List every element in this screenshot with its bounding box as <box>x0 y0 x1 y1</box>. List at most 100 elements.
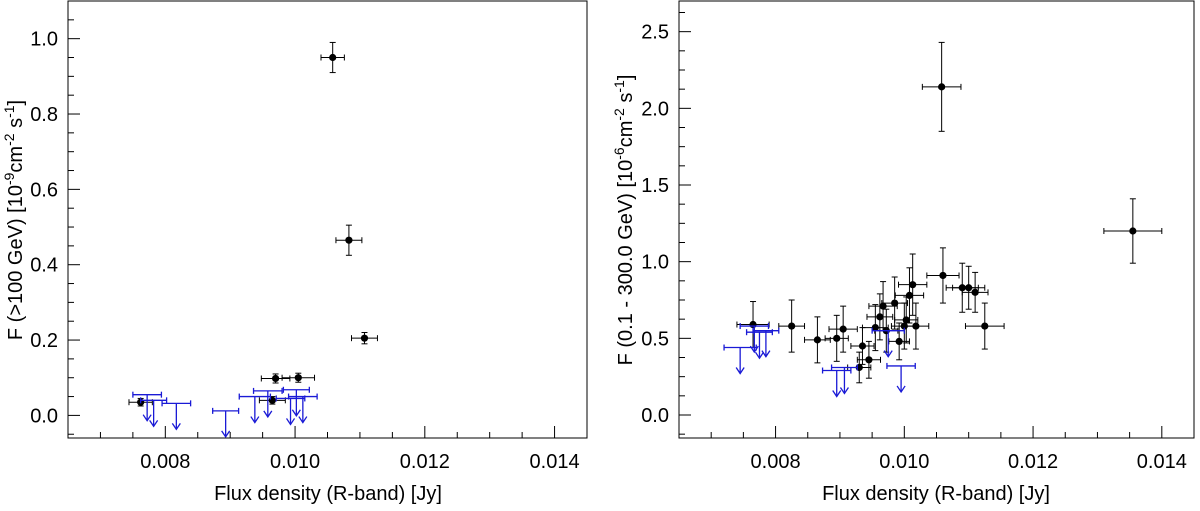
y-tick-label-right: 0.5 <box>641 328 669 350</box>
data-marker <box>912 322 920 330</box>
upper-limit-right <box>871 327 905 358</box>
upper-limit-arrowhead <box>149 419 159 428</box>
upper-limit-left <box>140 397 168 428</box>
upper-limit-arrowhead <box>142 414 152 422</box>
y-tick-label-left: 0.4 <box>30 255 58 277</box>
upper-limit-arrowhead <box>735 367 745 375</box>
plot-frame-left <box>67 0 588 439</box>
data-marker <box>360 334 369 342</box>
upper-limit-arrowhead <box>754 351 765 360</box>
data-marker <box>839 325 847 333</box>
upper-limit-arrowhead <box>298 416 308 424</box>
data-point-left <box>320 41 345 74</box>
data-marker <box>876 313 884 321</box>
upper-limit-arrowhead <box>749 345 759 354</box>
data-point-right <box>868 281 898 332</box>
data-point-right <box>824 314 849 362</box>
upper-limit-left <box>212 407 240 439</box>
data-marker <box>902 316 910 324</box>
y-tick-label-right: 2.0 <box>641 98 669 120</box>
data-marker <box>272 374 280 383</box>
upper-limit-right <box>830 364 858 395</box>
upper-limit-arrowhead <box>832 390 842 398</box>
y-tick-label-left: 0.8 <box>30 104 58 126</box>
y-axis-title-right: F (0.1 - 300.0 GeV) [10-6cm-2 s-1] <box>611 75 637 366</box>
upper-limit-arrowhead <box>761 350 771 358</box>
y-tick-label-left: 0.0 <box>30 405 58 427</box>
upper-limit-left <box>161 400 192 431</box>
data-marks-left <box>128 41 378 439</box>
upper-limit-arrowhead <box>263 410 273 419</box>
upper-limit-left <box>252 387 283 419</box>
upper-limit-right <box>745 329 773 360</box>
data-marks-right <box>723 41 1163 398</box>
x-axis-title-right: Flux density (R-band) [Jy] <box>822 483 1050 505</box>
data-marker <box>891 299 899 307</box>
data-point-right <box>952 265 986 310</box>
y-tick-label-right: 0.0 <box>641 405 669 427</box>
data-point-right <box>778 299 806 353</box>
data-point-right <box>926 247 960 304</box>
x-tick-label-right: 0.010 <box>879 451 929 473</box>
upper-limit-left <box>132 391 163 422</box>
upper-limit-left <box>287 393 318 424</box>
data-marker <box>813 336 822 344</box>
data-point-left <box>281 372 316 383</box>
upper-limit-right <box>821 367 852 398</box>
data-marker <box>939 271 947 280</box>
data-marker <box>329 53 337 62</box>
upper-limit-right <box>886 362 916 394</box>
panel-right: 0.008 0.010 0.012 0.014 0.0 0.5 1.0 1.5 2.0 2.5 F… <box>611 0 1195 505</box>
data-point-left <box>335 224 363 256</box>
y-axis-title-left: F (>100 GeV) [10-9cm-2 s-1] <box>1 100 27 340</box>
data-marker <box>905 291 914 299</box>
data-marker <box>294 374 302 382</box>
axis-ticks-right: 0.008 0.010 0.012 0.014 0.0 0.5 1.0 1.5 2.0 2.5 <box>641 12 1195 473</box>
data-point-right <box>961 271 989 313</box>
data-marker <box>871 324 879 332</box>
data-point-right <box>856 340 881 379</box>
data-marker <box>1129 227 1137 235</box>
data-point-left <box>260 373 291 384</box>
upper-limit-left <box>238 393 272 424</box>
data-marker <box>965 284 973 292</box>
x-tick-label-left: 0.008 <box>140 451 190 473</box>
data-point-right <box>866 293 894 341</box>
upper-limit-arrowhead <box>171 422 181 431</box>
data-marker <box>879 302 887 310</box>
data-marker <box>938 83 946 91</box>
data-marker <box>981 322 989 330</box>
x-axis-title-left: Flux density (R-band) [Jy] <box>214 483 442 505</box>
data-marker <box>858 342 867 350</box>
data-marker <box>909 281 917 289</box>
axis-ticks-left: 0.008 0.010 0.012 0.014 0.0 0.2 0.4 0.6 0.8 1.0 <box>30 0 588 473</box>
x-tick-label-right: 0.014 <box>1137 451 1187 473</box>
upper-limit-right <box>752 327 780 358</box>
x-tick-label-right: 0.008 <box>751 451 801 473</box>
upper-limit-arrowhead <box>221 430 231 439</box>
upper-limit-arrowhead <box>883 350 893 358</box>
data-point-right <box>964 302 1005 350</box>
data-point-right <box>804 316 831 364</box>
data-marker <box>971 288 979 296</box>
data-point-right <box>1103 198 1163 264</box>
data-point-right <box>861 304 889 352</box>
y-tick-label-right: 1.5 <box>641 175 669 197</box>
data-marker <box>833 334 841 342</box>
data-point-right <box>828 305 858 353</box>
y-tick-label-left: 0.6 <box>30 179 58 201</box>
y-tick-label-right: 1.0 <box>641 252 669 274</box>
y-tick-label-right: 2.5 <box>641 22 669 44</box>
data-point-left <box>258 396 286 405</box>
data-point-left <box>351 332 378 345</box>
data-point-right <box>902 302 930 350</box>
data-point-right <box>894 267 925 324</box>
upper-limit-arrowhead <box>839 387 849 395</box>
data-point-right <box>894 296 919 344</box>
data-marker <box>345 236 353 244</box>
upper-limit-left <box>282 386 310 417</box>
data-point-right <box>736 301 770 349</box>
plot-frame-right <box>678 0 1195 439</box>
upper-limit-arrowhead <box>896 385 906 394</box>
